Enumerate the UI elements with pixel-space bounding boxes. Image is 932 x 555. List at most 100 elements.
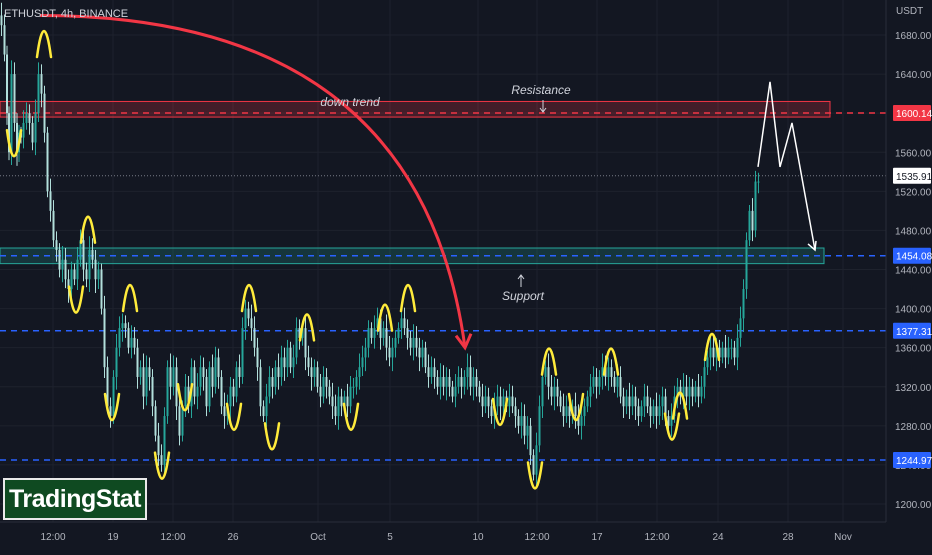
candle-body	[82, 240, 85, 270]
resistance-label: Resistance	[511, 83, 571, 97]
candle-body	[37, 74, 40, 114]
candle-body	[211, 367, 214, 387]
y-tick-label: 1280.00	[895, 422, 932, 433]
swing-mark	[491, 397, 509, 426]
candle-body	[427, 367, 430, 377]
time-axis[interactable]: 12:00 19 12:00 26 Oct 5 10 12:00 17 12:00 24 28 Nov	[0, 521, 886, 543]
candle-body	[322, 376, 325, 397]
candle-body	[313, 367, 316, 377]
candle-body	[3, 25, 6, 55]
y-tick-label: 1640.00	[895, 70, 932, 81]
x-tick-label: 19	[107, 532, 119, 543]
candle-body	[598, 376, 601, 387]
y-tick-label: 1360.00	[895, 344, 932, 355]
y-tick-label: 1560.00	[895, 148, 932, 159]
x-tick-label: Oct	[310, 532, 326, 543]
candle-body	[622, 396, 625, 407]
swing-mark	[376, 303, 394, 332]
swing-mark	[263, 422, 281, 451]
swing-mark	[663, 412, 681, 441]
candle-body	[34, 113, 37, 143]
price-axis[interactable]: 1200.001240.001280.001320.001360.001400.…	[885, 0, 932, 522]
candle-body	[628, 396, 631, 407]
candle-body	[268, 376, 271, 397]
candle-body	[49, 191, 52, 211]
candle-body	[175, 367, 178, 407]
candle-body	[0, 15, 3, 26]
candle-body	[550, 386, 553, 397]
candle-body	[265, 396, 268, 417]
candle-body	[697, 386, 700, 397]
swing-mark	[526, 461, 544, 490]
candle-body	[757, 181, 760, 183]
candle-body	[382, 328, 385, 338]
candle-body	[127, 328, 130, 348]
candle-body	[685, 386, 688, 397]
candle-body	[352, 386, 355, 388]
candle-body	[616, 376, 619, 387]
candle-body	[475, 376, 478, 387]
candle-body	[481, 396, 484, 407]
candle-body	[355, 376, 358, 387]
candle-body	[103, 308, 106, 368]
swing-mark	[240, 284, 258, 313]
symbol-header[interactable]: ETHUSDT, 4h, BINANCE	[4, 8, 129, 20]
candle-body	[223, 406, 226, 417]
candle-body	[331, 396, 334, 407]
candle-body	[295, 328, 298, 358]
candle-body	[463, 376, 466, 387]
candle-body	[409, 337, 412, 348]
candle-body	[130, 337, 133, 348]
candle-body	[436, 376, 439, 387]
candle-body	[238, 367, 241, 377]
candle-body	[358, 367, 361, 377]
candle-body	[199, 367, 202, 387]
candle-body	[85, 269, 88, 280]
price-badge	[893, 105, 931, 122]
candle-body	[370, 328, 373, 338]
candle-body	[466, 367, 469, 377]
candle-body	[52, 210, 55, 241]
candle-body	[556, 386, 559, 397]
candle-body	[292, 357, 295, 368]
candle-body	[565, 406, 568, 417]
candle-body	[655, 406, 658, 417]
projection-arrowhead	[807, 240, 817, 252]
candle-body	[379, 318, 382, 338]
swing-mark	[103, 392, 121, 421]
candle-body	[61, 259, 64, 270]
candle-body	[703, 367, 706, 387]
candle-body	[310, 367, 313, 377]
candle-body	[400, 318, 403, 329]
swing-mark	[567, 392, 585, 421]
candle-body	[88, 249, 91, 280]
candle-body	[601, 367, 604, 377]
candle-body	[64, 259, 67, 280]
price-badge	[893, 167, 931, 184]
candle-body	[154, 406, 157, 436]
candle-body	[10, 74, 13, 153]
candle-body	[283, 357, 286, 368]
candle-body	[229, 386, 232, 407]
candle-body	[79, 240, 82, 260]
candle-body	[652, 406, 655, 417]
price-badge	[893, 322, 931, 339]
candle-body	[22, 122, 25, 138]
candle-body	[649, 406, 652, 417]
candle-body	[94, 259, 97, 280]
candle-body	[112, 376, 115, 417]
candle-body	[430, 367, 433, 377]
x-tick-label: 17	[591, 532, 603, 543]
watermark-logo: TradingStat	[3, 478, 147, 520]
candle-body	[25, 113, 28, 123]
candle-body	[196, 386, 199, 397]
candle-body	[625, 396, 628, 407]
candle-body	[67, 279, 70, 290]
candle-body	[319, 386, 322, 397]
candle-body	[208, 367, 211, 407]
candle-body	[304, 328, 307, 358]
support-pointer	[517, 274, 525, 287]
candle-body	[115, 347, 118, 377]
